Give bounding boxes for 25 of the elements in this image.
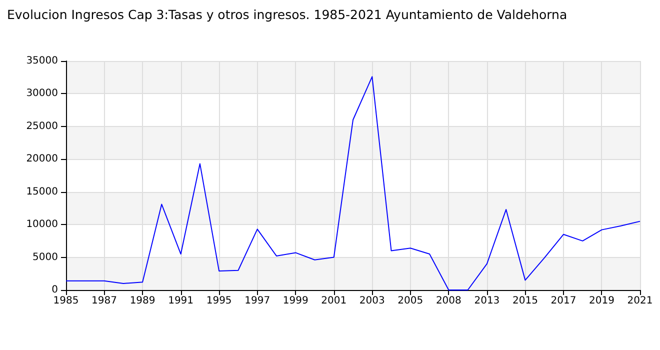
y-tick-label: 25000 — [26, 120, 58, 132]
x-tick-label: 2015 — [512, 296, 538, 306]
y-tick-label: 15000 — [26, 186, 58, 198]
x-tick-label: 1995 — [206, 296, 232, 306]
x-tick-label: 2001 — [321, 296, 347, 306]
y-tick-label: 10000 — [26, 219, 58, 230]
x-tick-label: 2003 — [359, 296, 385, 306]
x-tick-label: 1987 — [92, 296, 117, 306]
x-tick-label: 2013 — [474, 296, 500, 306]
y-tick-label: 30000 — [26, 88, 58, 100]
x-tick-label: 1991 — [168, 296, 194, 306]
x-tick-label: 2017 — [550, 296, 576, 306]
y-tick-label: 20000 — [26, 154, 58, 165]
x-tick-label: 1999 — [282, 296, 308, 306]
chart-title: Evolucion Ingresos Cap 3:Tasas y otros ingresos. 1985-2021 Ayuntamiento de Valdehorna — [7, 7, 568, 22]
x-tick-label: 2005 — [398, 296, 424, 306]
y-tick-label: 0 — [52, 284, 58, 296]
x-tick-label: 1985 — [53, 296, 79, 306]
x-tick-label: 1997 — [244, 296, 270, 306]
x-tick-label: 2019 — [589, 296, 614, 306]
x-tick-label: 2008 — [436, 296, 462, 306]
x-tick-label: 2021 — [627, 296, 653, 306]
x-tick-label: 1989 — [130, 296, 156, 306]
y-tick-label: 35000 — [26, 56, 58, 66]
y-tick-label: 5000 — [32, 252, 58, 263]
